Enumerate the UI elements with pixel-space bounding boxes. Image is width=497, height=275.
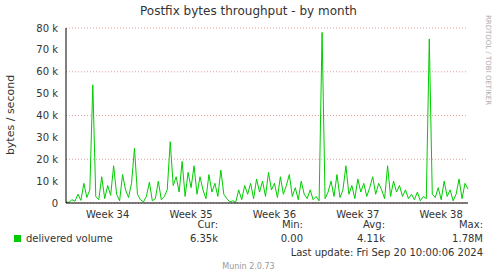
html-text:6.35k: 6.35k xyxy=(189,233,218,244)
html-text:Cur:: Cur: xyxy=(197,219,218,230)
html-text:Min:: Min: xyxy=(281,219,303,230)
svg-text:30 k: 30 k xyxy=(36,132,58,143)
svg-text:20 k: 20 k xyxy=(36,154,58,165)
html-text:0.00: 0.00 xyxy=(280,233,303,244)
html-text:4.11k: 4.11k xyxy=(356,233,385,244)
svg-text:80 k: 80 k xyxy=(36,23,58,34)
html-text:Last update: Fri Sep 20 10:00:: Last update: Fri Sep 20 10:00:06 2024 xyxy=(290,247,483,258)
svg-text:Week 37: Week 37 xyxy=(336,209,379,220)
svg-text:0: 0 xyxy=(52,198,58,209)
html-text:Munin 2.0.73: Munin 2.0.73 xyxy=(222,262,275,271)
svg-text:10 k: 10 k xyxy=(36,176,58,187)
svg-text:70 k: 70 k xyxy=(36,44,58,55)
html-text:1.78M: 1.78M xyxy=(452,233,483,244)
html-text:Max:: Max: xyxy=(459,219,483,230)
svg-text:Week 34: Week 34 xyxy=(86,209,129,220)
html-text:Avg:: Avg: xyxy=(363,219,385,230)
svg-text:Week 36: Week 36 xyxy=(253,209,296,220)
html-text:Postfix bytes throughput - by: Postfix bytes throughput - by month xyxy=(140,4,357,18)
svg-text:Week 38: Week 38 xyxy=(420,209,463,220)
html-text:delivered volume: delivered volume xyxy=(26,233,113,244)
svg-text:40 k: 40 k xyxy=(36,110,58,121)
html-text:bytes / second: bytes / second xyxy=(3,74,17,156)
svg-text:Week 35: Week 35 xyxy=(169,209,212,220)
html-text:RRDTOOL / TOBI OETIKER: RRDTOOL / TOBI OETIKER xyxy=(484,14,492,106)
svg-text:60 k: 60 k xyxy=(36,66,58,77)
svg-text:50 k: 50 k xyxy=(36,88,58,99)
